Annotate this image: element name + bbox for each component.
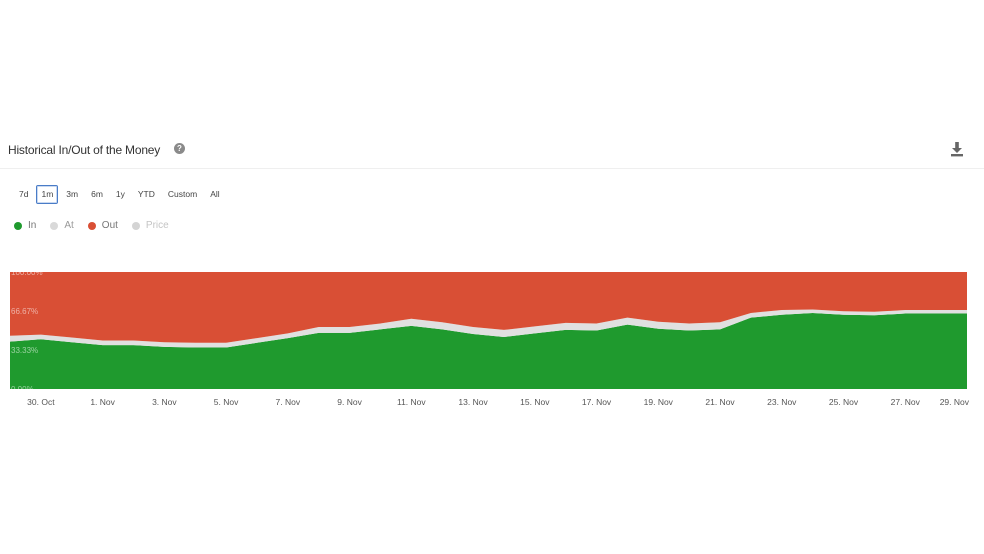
series-area-out (10, 272, 967, 343)
legend-label: In (28, 220, 37, 231)
legend-item-out[interactable]: Out (87, 220, 118, 231)
series-area-at (10, 309, 967, 348)
x-tick-label: 11. Nov (397, 397, 426, 407)
y-tick-label: 100.00% (11, 268, 43, 277)
range-button-1m[interactable]: 1m (36, 185, 59, 204)
x-tick-label: 1. Nov (90, 397, 115, 407)
x-tick-label: 13. Nov (458, 397, 488, 407)
legend-dot-icon (50, 221, 59, 230)
x-tick-label: 25. Nov (829, 397, 859, 407)
legend-item-at[interactable]: At (50, 220, 74, 231)
x-tick-label: 19. Nov (644, 397, 674, 407)
y-tick-label: 0.00% (11, 385, 34, 394)
range-button-1y[interactable]: 1y (110, 185, 130, 204)
x-tick-label: 5. Nov (214, 397, 239, 407)
x-tick-label: 15. Nov (520, 397, 550, 407)
question-circle-icon[interactable]: ? (174, 143, 185, 154)
range-button-7d[interactable]: 7d (14, 185, 34, 204)
chart-title: Historical In/Out of the Money (8, 143, 161, 157)
x-tick-label: 23. Nov (767, 397, 797, 407)
legend-dot-icon (87, 221, 96, 230)
range-button-3m[interactable]: 3m (61, 185, 84, 204)
legend-label: At (64, 220, 74, 231)
range-button-ytd[interactable]: YTD (132, 185, 160, 204)
x-tick-label: 30. Oct (27, 397, 55, 407)
y-tick-label: 66.67% (11, 307, 38, 316)
x-tick-label: 27. Nov (891, 397, 921, 407)
range-button-6m[interactable]: 6m (86, 185, 108, 204)
legend-dot-icon (131, 221, 140, 230)
range-button-all[interactable]: All (205, 185, 225, 204)
range-button-custom[interactable]: Custom (162, 185, 203, 204)
x-tick-label: 17. Nov (582, 397, 612, 407)
y-tick-label: 33.33% (11, 346, 38, 355)
range-selector: 7d 1m 3m 6m 1y YTD Custom All (14, 185, 225, 204)
area-chart: 0.00% 33.33% 66.67% 100.00% 30. Oct 1. Nov 3. … (10, 268, 970, 407)
x-tick-label: 21. Nov (705, 397, 735, 407)
chart-legend: In At Out Price (14, 220, 169, 231)
legend-item-in[interactable]: In (14, 220, 36, 231)
legend-label: Price (145, 220, 169, 231)
series-area-in (10, 312, 967, 389)
download-icon[interactable] (948, 140, 966, 158)
x-tick-label: 29. Nov (940, 397, 970, 407)
x-tick-label: 7. Nov (276, 397, 301, 407)
legend-item-price[interactable]: Price (131, 220, 169, 231)
x-tick-label: 9. Nov (337, 397, 362, 407)
x-tick-label: 3. Nov (152, 397, 177, 407)
chart-header: Historical In/Out of the Money ? (0, 132, 984, 169)
legend-dot-icon (14, 221, 22, 230)
legend-label: Out (101, 220, 118, 231)
